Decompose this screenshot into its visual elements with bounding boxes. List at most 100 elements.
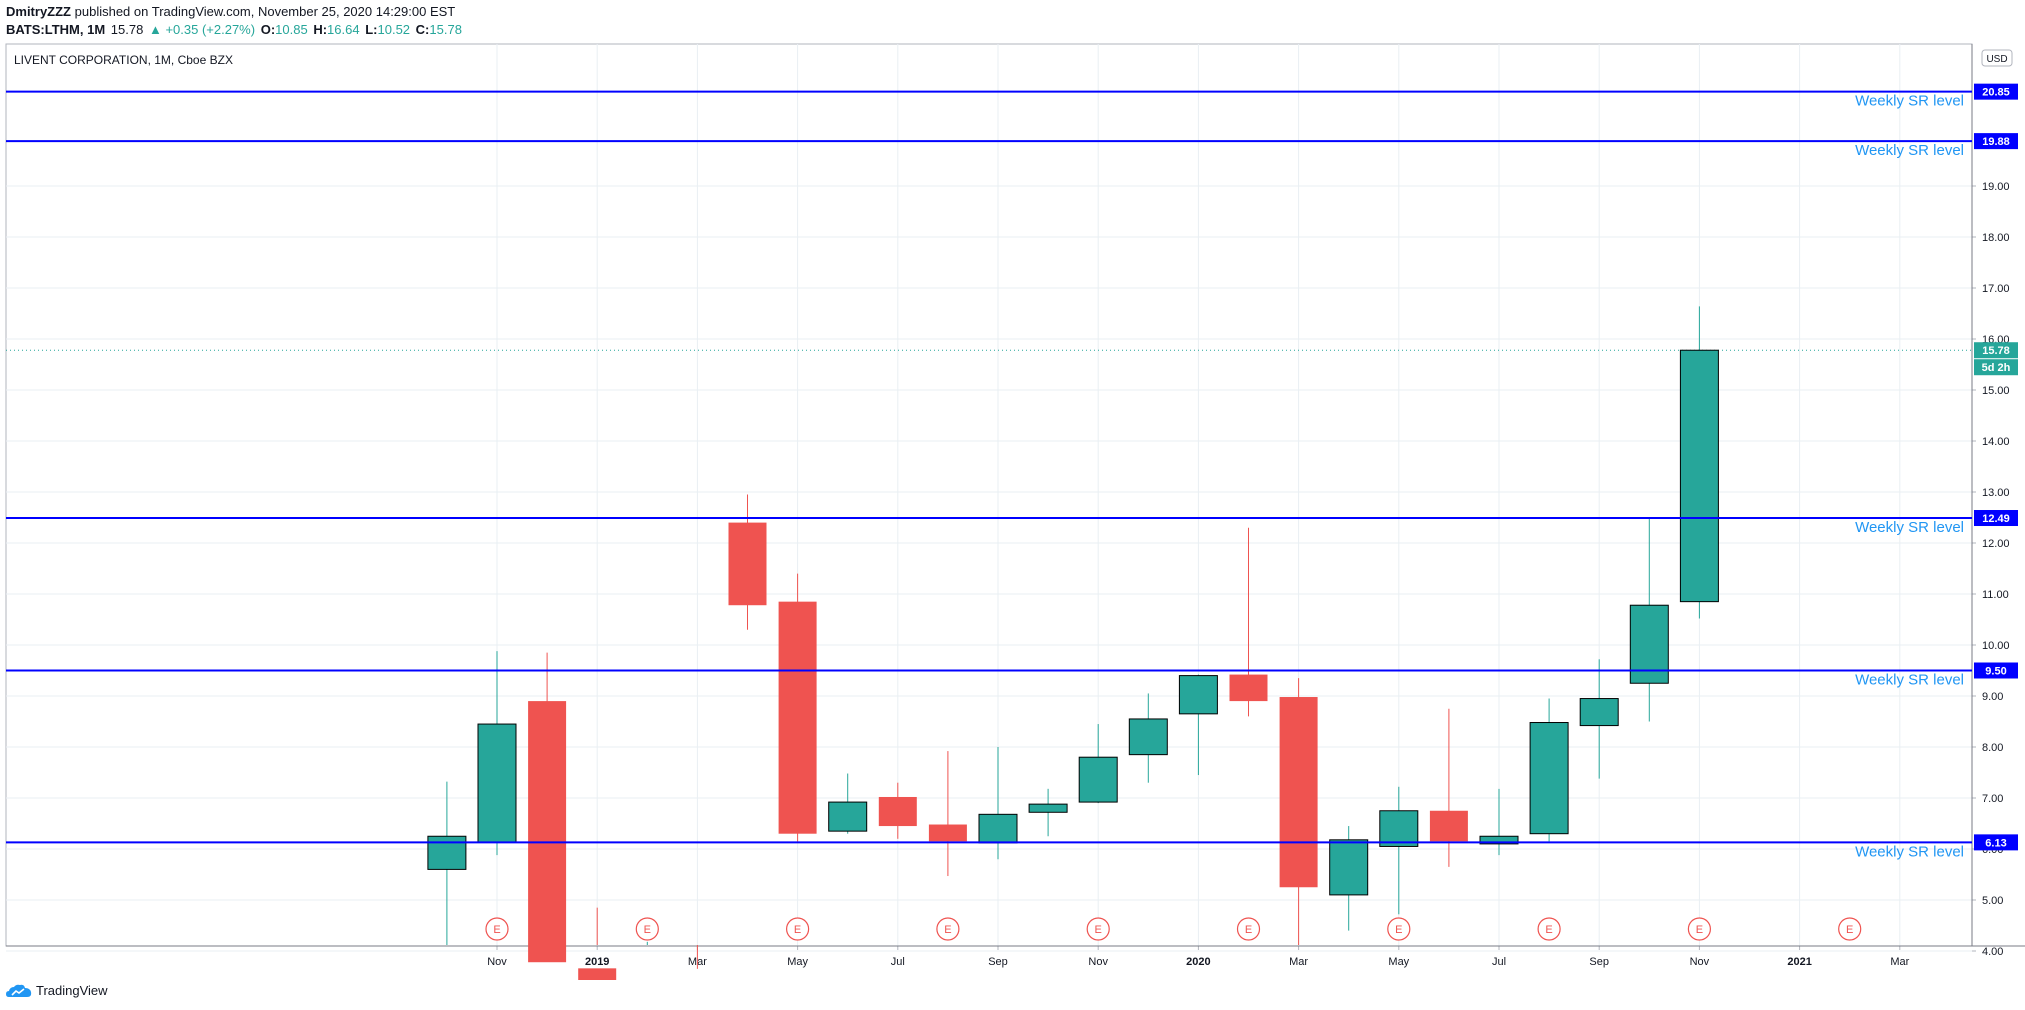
candle-body[interactable]	[427, 835, 467, 870]
y-tick-label: 4.00	[1982, 946, 2003, 958]
footer-brand[interactable]: TradingView	[36, 983, 108, 998]
y-tick-label: 11.00	[1982, 589, 2009, 601]
candle-body[interactable]	[1579, 698, 1619, 727]
candle-body[interactable]	[878, 796, 917, 827]
candle-body[interactable]	[1028, 803, 1068, 813]
earnings-marker[interactable]	[936, 917, 960, 941]
x-tick-label: Jul	[1492, 956, 1506, 968]
candle-body[interactable]	[1529, 722, 1569, 835]
chart-title: LIVENT CORPORATION, 1M, Cboe BZX	[14, 53, 233, 67]
sr-price-tag-label: 19.88	[1982, 136, 2010, 148]
published-info: published on TradingView.com, November 2…	[74, 4, 456, 19]
x-tick-label: Mar	[1289, 956, 1308, 968]
earnings-marker-label: E	[1545, 924, 1552, 936]
symbol-label: BATS:LTHM, 1M	[6, 22, 106, 37]
y-tick-label: 5.00	[1982, 895, 2003, 907]
y-tick-label: 15.00	[1982, 385, 2010, 397]
x-tick-label: 2021	[1787, 956, 1811, 968]
candle-body[interactable]	[1078, 756, 1118, 803]
sr-price-tag	[1974, 510, 2018, 527]
last-price-tag-label: 15.78	[1982, 345, 2010, 357]
plot-area[interactable]	[5, 43, 1973, 947]
earnings-marker[interactable]	[1687, 917, 1712, 941]
last-price-tag	[1974, 342, 2018, 359]
sr-level-label: Weekly SR level	[1855, 93, 1964, 110]
sr-level-label: Weekly SR level	[1855, 843, 1964, 860]
x-tick-label: Sep	[988, 956, 1008, 968]
candle-body[interactable]	[1178, 675, 1218, 715]
open-value: 10.85	[275, 22, 308, 37]
earnings-marker-label: E	[644, 924, 651, 936]
high-value: 16.64	[327, 22, 360, 37]
currency-badge[interactable]	[1981, 49, 2013, 67]
candle-body[interactable]	[728, 522, 767, 606]
sr-level-label: Weekly SR level	[1855, 519, 1964, 536]
low-value: 10.52	[377, 22, 411, 37]
earnings-marker-label: E	[794, 924, 801, 936]
candle-body[interactable]	[528, 701, 567, 963]
earnings-marker[interactable]	[485, 917, 509, 941]
candle-body[interactable]	[1279, 697, 1318, 888]
x-tick-label: May	[1388, 956, 1409, 968]
y-tick-label: 7.00	[1982, 793, 2003, 805]
earnings-marker[interactable]	[1838, 917, 1862, 941]
earnings-marker[interactable]	[785, 917, 810, 941]
x-tick-label: Sep	[1589, 956, 1609, 968]
candlestick-chart[interactable]: 4.005.006.007.008.009.0010.0011.0012.001…	[0, 0, 2025, 980]
earnings-marker-label: E	[944, 924, 951, 936]
author-name[interactable]: DmitryZZZ	[6, 4, 71, 19]
x-tick-label: Jul	[891, 956, 905, 968]
earnings-marker-label: E	[1095, 924, 1102, 936]
sr-price-tag-label: 12.49	[1982, 513, 2010, 525]
x-tick-label: 2020	[1186, 956, 1210, 968]
candle-body[interactable]	[477, 723, 517, 843]
sr-level-label: Weekly SR level	[1855, 672, 1964, 689]
sr-price-tag	[1974, 662, 2018, 679]
y-tick-label: 19.00	[1982, 181, 2010, 193]
x-tick-label: 2019	[585, 956, 609, 968]
countdown-tag-label: 5d 2h	[1982, 362, 2011, 374]
earnings-marker-label: E	[1696, 924, 1703, 936]
candle-body[interactable]	[1429, 810, 1468, 842]
earnings-marker[interactable]	[1236, 917, 1261, 941]
candle-body[interactable]	[1479, 835, 1519, 845]
sr-price-tag	[1974, 83, 2018, 100]
earnings-marker[interactable]	[1537, 917, 1561, 941]
low-label: L:	[365, 22, 378, 37]
y-tick-label: 10.00	[1982, 640, 2010, 652]
price-change: ▲ +0.35 (+2.27%)	[148, 22, 256, 37]
candle-body[interactable]	[578, 968, 617, 980]
candle-body[interactable]	[978, 813, 1018, 844]
sr-price-tag-label: 20.85	[1982, 87, 2010, 99]
earnings-marker[interactable]	[1387, 917, 1411, 941]
candle-body[interactable]	[778, 601, 817, 834]
sr-price-tag	[1974, 834, 2018, 851]
candle-body[interactable]	[928, 824, 967, 842]
y-tick-label: 14.00	[1982, 436, 2010, 448]
candle-body[interactable]	[1128, 718, 1168, 756]
x-tick-label: Nov	[487, 956, 507, 968]
x-tick-label: Nov	[1690, 956, 1710, 968]
sr-price-tag-label: 6.13	[1985, 837, 2006, 849]
earnings-marker-label: E	[1245, 924, 1252, 936]
sr-price-tag	[1974, 133, 2018, 150]
earnings-marker-label: E	[1846, 924, 1853, 936]
earnings-marker[interactable]	[635, 917, 659, 941]
candle-body[interactable]	[1679, 349, 1719, 603]
candle-body[interactable]	[828, 801, 868, 832]
y-tick-label: 8.00	[1982, 742, 2003, 754]
candle-body[interactable]	[1229, 674, 1268, 702]
candle-body[interactable]	[1629, 604, 1669, 684]
footer: TradingView	[6, 983, 108, 998]
tradingview-cloud-icon	[6, 984, 32, 997]
last-price: 15.78	[110, 22, 144, 37]
candle-body[interactable]	[1329, 839, 1369, 896]
earnings-marker[interactable]	[1086, 917, 1110, 941]
candle-body[interactable]	[1379, 810, 1419, 847]
close-value: 15.78	[429, 22, 462, 37]
currency-label: USD	[1986, 54, 2007, 65]
x-tick-label: Mar	[1890, 956, 1909, 968]
y-tick-label: 17.00	[1982, 283, 2010, 295]
x-tick-label: May	[787, 956, 808, 968]
sr-level-label: Weekly SR level	[1855, 142, 1964, 159]
